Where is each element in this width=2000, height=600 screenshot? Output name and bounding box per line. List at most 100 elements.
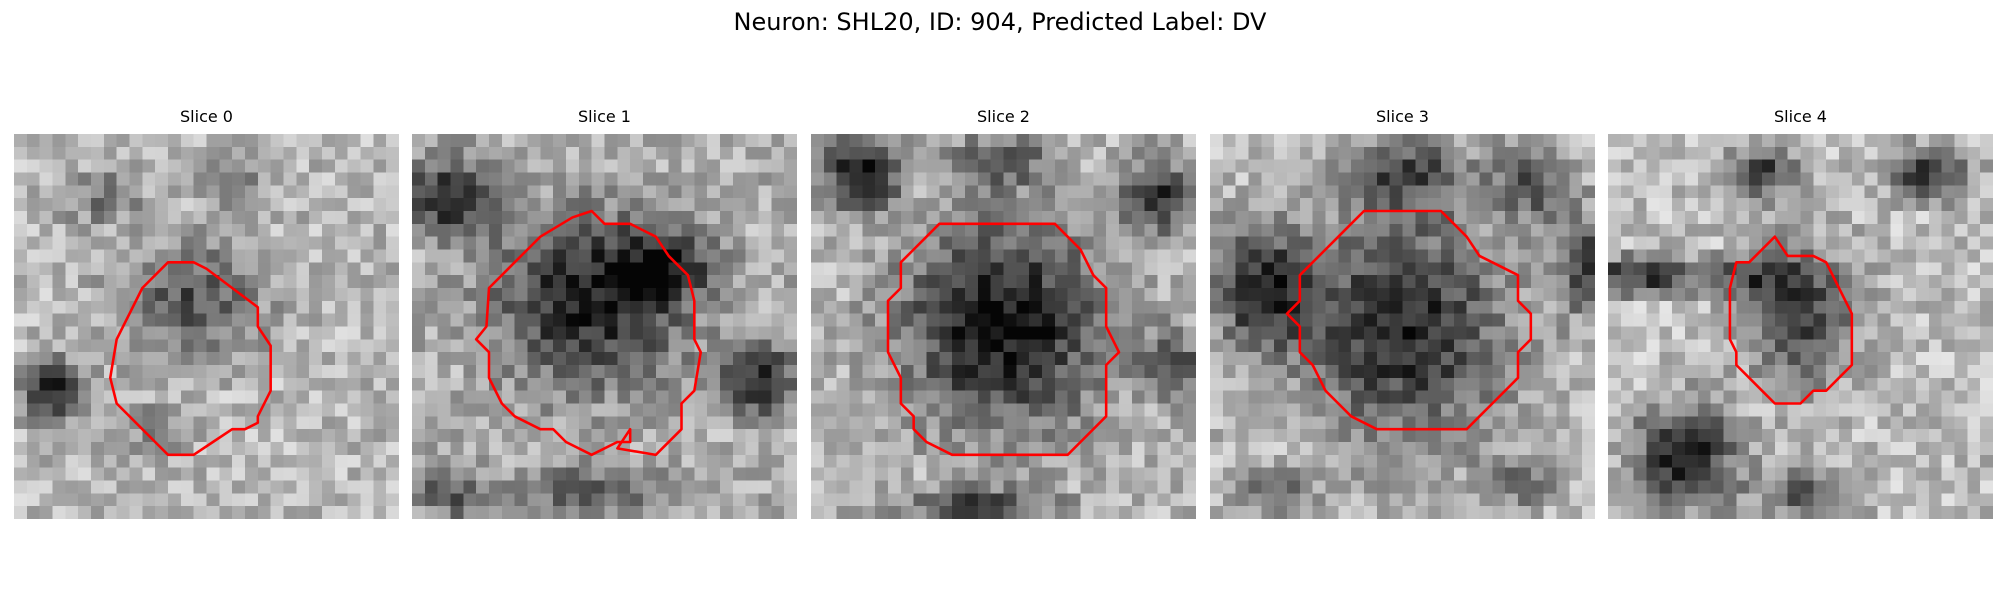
image-pixel [939,377,953,392]
image-pixel [784,429,797,443]
image-pixel [514,198,528,212]
image-pixel [913,288,927,302]
image-pixel [1054,416,1069,430]
image-pixel [1428,506,1442,519]
image-pixel [270,365,284,379]
image-pixel [1736,339,1750,353]
image-pixel [1364,288,1378,302]
image-pixel [1916,300,1930,315]
image-pixel [1054,211,1069,225]
image-pixel [1067,390,1081,404]
image-pixel [450,146,464,161]
image-pixel [347,365,361,379]
image-pixel [1312,326,1326,340]
image-pixel [1222,172,1237,186]
image-pixel [309,211,323,225]
image-pixel [232,429,246,443]
image-pixel [1466,300,1480,315]
image-pixel [1029,416,1043,430]
image-pixel [142,134,156,148]
image-pixel [1543,211,1557,225]
image-pixel [707,275,721,289]
image-pixel [1016,198,1030,212]
image-pixel [1351,416,1365,430]
image-pixel [168,365,182,379]
image-pixel [193,313,207,327]
image-pixel [694,223,708,238]
image-pixel [142,493,156,507]
image-pixel [913,146,927,161]
image-pixel [501,275,516,289]
image-pixel [1505,236,1519,250]
image-pixel [412,249,426,263]
image-pixel [1762,416,1776,430]
image-pixel [1864,493,1878,507]
image-pixel [270,134,284,148]
image-pixel [1967,198,1981,212]
image-pixel [694,236,708,250]
image-pixel [604,442,618,456]
image-pixel [681,159,695,173]
image-pixel [1466,506,1480,519]
image-pixel [1749,223,1763,238]
image-pixel [1851,172,1866,186]
image-pixel [758,159,772,173]
image-pixel [116,275,130,289]
image-pixel [91,339,105,353]
image-pixel [1646,185,1660,199]
image-pixel [1067,326,1081,340]
image-pixel [1954,172,1968,186]
image-pixel [1106,480,1120,494]
image-pixel [1261,454,1275,469]
image-pixel [1274,352,1288,366]
image-pixel [1518,506,1532,519]
image-pixel [296,480,310,494]
image-pixel [1774,288,1789,302]
image-pixel [78,146,92,161]
image-pixel [1183,467,1196,481]
image-pixel [206,236,220,250]
image-pixel [1556,288,1570,302]
image-pixel [900,236,915,250]
image-pixel [1312,159,1326,173]
image-pixel [373,416,387,430]
image-pixel [501,211,516,225]
image-pixel [1415,442,1429,456]
image-pixel [1274,185,1288,199]
image-pixel [1402,467,1416,481]
image-pixel [1248,454,1262,469]
image-pixel [784,416,797,430]
image-pixel [745,146,759,161]
image-pixel [1723,429,1737,443]
image-pixel [1941,416,1955,430]
image-pixel [1787,339,1801,353]
image-pixel [1813,467,1827,481]
image-pixel [823,185,838,199]
image-pixel [1710,262,1724,276]
image-pixel [617,326,631,340]
image-pixel [1620,429,1635,443]
image-pixel [1274,211,1288,225]
image-pixel [142,198,156,212]
image-pixel [1659,442,1673,456]
image-pixel [900,339,915,353]
image-pixel [1839,159,1853,173]
image-pixel [1980,249,1993,263]
image-pixel [296,390,310,404]
image-pixel [1762,377,1776,392]
image-pixel [630,416,644,430]
image-pixel [78,454,92,469]
image-pixel [270,159,284,173]
image-pixel [1312,352,1326,366]
image-pixel [1826,300,1840,315]
image-pixel [1954,403,1968,417]
image-pixel [900,146,915,161]
image-pixel [1530,288,1545,302]
image-pixel [1183,236,1196,250]
image-pixel [270,223,284,238]
image-pixel [1492,134,1506,148]
image-pixel [296,300,310,315]
image-pixel [1119,377,1133,392]
image-pixel [1402,339,1416,353]
image-pixel [1813,134,1827,148]
